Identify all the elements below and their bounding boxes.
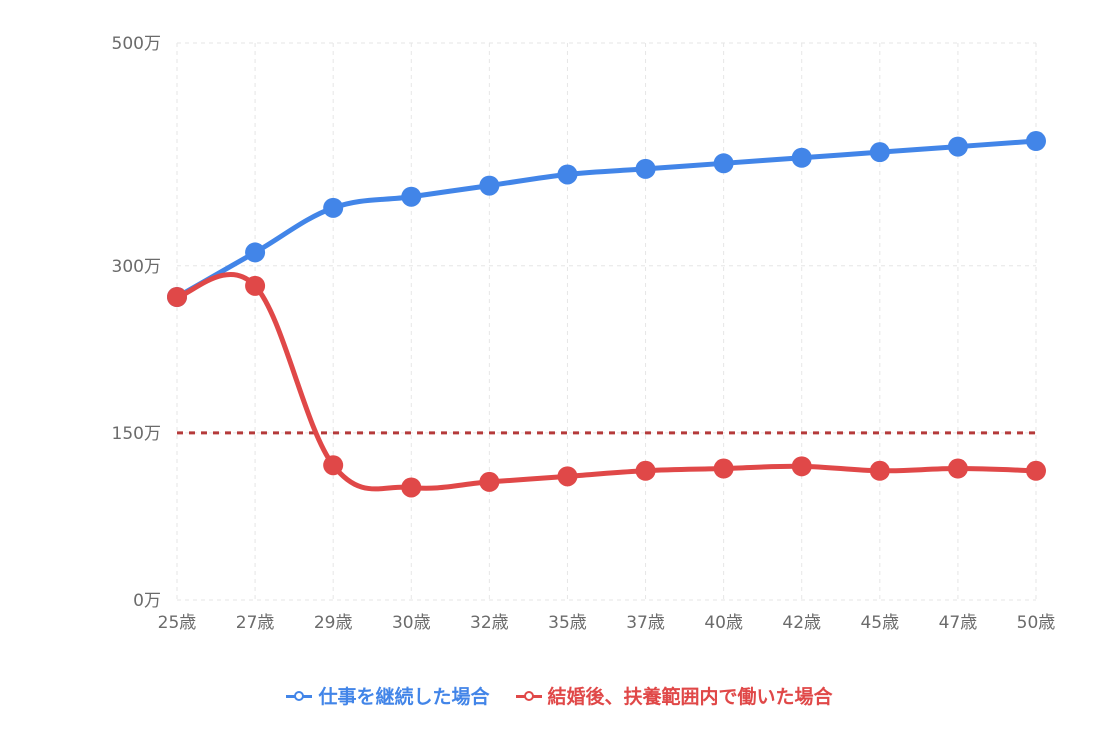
- x-tick-label: 35歳: [548, 613, 587, 633]
- x-tick-label: 32歳: [470, 613, 509, 633]
- data-point[interactable]: [713, 458, 734, 479]
- x-tick-label: 25歳: [158, 613, 197, 633]
- legend-marker-icon: [515, 690, 542, 702]
- x-tick-label: 45歳: [860, 613, 899, 633]
- data-point[interactable]: [557, 164, 578, 185]
- y-axis-ticks: 0万 150万 300万 500万: [112, 34, 161, 611]
- series-line: [174, 271, 1039, 492]
- x-tick-label: 30歳: [392, 613, 431, 633]
- data-point[interactable]: [323, 455, 344, 476]
- data-point[interactable]: [167, 286, 187, 307]
- legend-marker-icon: [286, 690, 313, 702]
- y-tick-label: 0万: [133, 591, 161, 611]
- data-point[interactable]: [791, 456, 812, 477]
- data-point[interactable]: [1026, 131, 1046, 152]
- series-layer: [167, 131, 1046, 498]
- data-point[interactable]: [635, 460, 656, 481]
- data-point[interactable]: [869, 460, 890, 481]
- legend: 仕事を継続した場合 結婚後、扶養範囲内で働いた場合: [0, 682, 1119, 709]
- data-point[interactable]: [869, 142, 890, 163]
- x-tick-label: 47歳: [939, 613, 978, 633]
- data-point[interactable]: [245, 275, 266, 296]
- x-tick-label: 27歳: [236, 613, 275, 633]
- series-2: [167, 271, 1046, 498]
- data-point[interactable]: [401, 186, 422, 207]
- y-tick-label: 150万: [112, 424, 161, 444]
- data-point[interactable]: [947, 458, 968, 479]
- data-point[interactable]: [791, 147, 812, 168]
- data-point[interactable]: [401, 477, 422, 498]
- legend-label: 仕事を継続した場合: [318, 686, 490, 708]
- data-point[interactable]: [245, 242, 266, 263]
- x-tick-label: 29歳: [314, 613, 353, 633]
- grid: [176, 42, 1037, 601]
- x-tick-label: 50歳: [1017, 613, 1056, 633]
- x-axis-ticks: 25歳 27歳 29歳 30歳 32歳 35歳 37歳 40歳 42歳 45歳 47歳 50歳: [158, 613, 1056, 633]
- x-tick-label: 37歳: [626, 613, 665, 633]
- series-1: [167, 131, 1046, 307]
- x-tick-label: 42歳: [782, 613, 821, 633]
- data-point[interactable]: [323, 197, 344, 218]
- series-line: [174, 138, 1039, 300]
- x-tick-label: 40歳: [704, 613, 743, 633]
- data-point[interactable]: [635, 158, 656, 179]
- data-point[interactable]: [947, 136, 968, 157]
- legend-item-series-1[interactable]: 仕事を継続した場合: [286, 682, 490, 709]
- data-point[interactable]: [713, 153, 734, 174]
- line-chart: 0万 150万 300万 500万 25歳 27歳 29歳 30歳 32歳 35歳 37歳 40歳 4…: [112, 34, 1056, 633]
- data-point[interactable]: [479, 471, 500, 492]
- legend-label: 結婚後、扶養範囲内で働いた場合: [547, 686, 833, 708]
- data-point[interactable]: [557, 466, 578, 487]
- y-tick-label: 300万: [112, 257, 161, 277]
- data-point[interactable]: [479, 175, 500, 196]
- y-tick-label: 500万: [112, 34, 161, 54]
- legend-item-series-2[interactable]: 結婚後、扶養範囲内で働いた場合: [515, 682, 833, 709]
- data-point[interactable]: [1026, 460, 1046, 481]
